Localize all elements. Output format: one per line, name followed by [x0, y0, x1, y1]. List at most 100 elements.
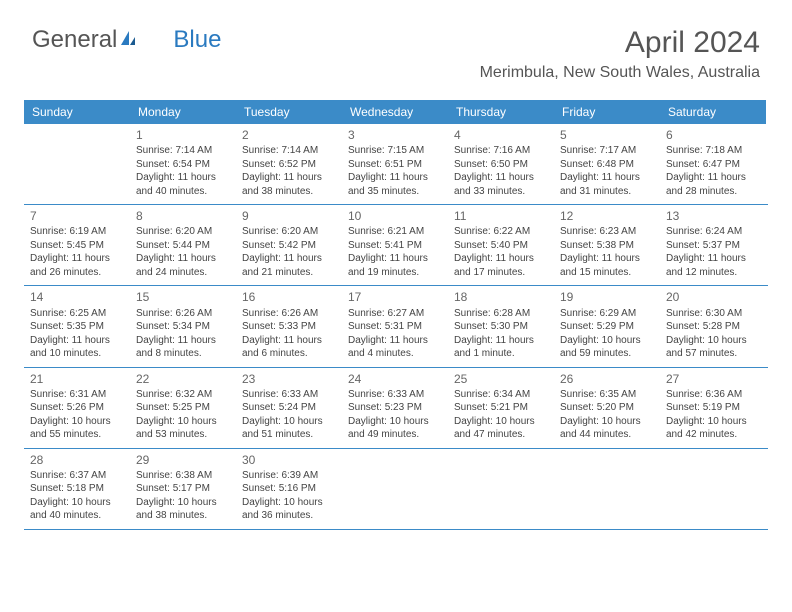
- day-info-line: Sunrise: 7:17 AM: [560, 144, 654, 158]
- day-info-line: Sunrise: 6:32 AM: [136, 388, 230, 402]
- day-header: Wednesday: [342, 100, 448, 124]
- day-info-line: Daylight: 11 hours: [348, 334, 442, 348]
- day-cell: 6Sunrise: 7:18 AMSunset: 6:47 PMDaylight…: [660, 124, 766, 204]
- day-info-line: and 55 minutes.: [30, 428, 124, 442]
- day-info-line: Daylight: 10 hours: [560, 334, 654, 348]
- day-info-line: Sunrise: 6:33 AM: [242, 388, 336, 402]
- day-cell: 27Sunrise: 6:36 AMSunset: 5:19 PMDayligh…: [660, 368, 766, 448]
- day-info-line: Sunrise: 7:18 AM: [666, 144, 760, 158]
- day-info-line: Sunset: 5:38 PM: [560, 239, 654, 253]
- day-number: 3: [348, 127, 442, 143]
- day-info-line: Sunset: 5:35 PM: [30, 320, 124, 334]
- day-info-line: Sunset: 5:33 PM: [242, 320, 336, 334]
- day-info-line: Daylight: 11 hours: [560, 252, 654, 266]
- day-info-line: and 24 minutes.: [136, 266, 230, 280]
- day-cell: 5Sunrise: 7:17 AMSunset: 6:48 PMDaylight…: [554, 124, 660, 204]
- day-cell: [448, 449, 554, 529]
- day-info-line: and 10 minutes.: [30, 347, 124, 361]
- month-title: April 2024: [480, 26, 760, 60]
- day-number: 28: [30, 452, 124, 468]
- day-info-line: and 42 minutes.: [666, 428, 760, 442]
- day-number: 6: [666, 127, 760, 143]
- day-info-line: Sunset: 5:26 PM: [30, 401, 124, 415]
- day-number: 29: [136, 452, 230, 468]
- day-number: 7: [30, 208, 124, 224]
- day-cell: [342, 449, 448, 529]
- day-info-line: and 57 minutes.: [666, 347, 760, 361]
- day-info-line: Sunrise: 6:25 AM: [30, 307, 124, 321]
- day-info-line: and 36 minutes.: [242, 509, 336, 523]
- day-info-line: Sunrise: 6:37 AM: [30, 469, 124, 483]
- day-info-line: and 38 minutes.: [136, 509, 230, 523]
- day-info-line: Sunrise: 7:14 AM: [242, 144, 336, 158]
- day-header: Tuesday: [236, 100, 342, 124]
- day-info-line: and 8 minutes.: [136, 347, 230, 361]
- day-info-line: Sunrise: 6:20 AM: [136, 225, 230, 239]
- day-cell: 21Sunrise: 6:31 AMSunset: 5:26 PMDayligh…: [24, 368, 130, 448]
- day-info-line: Sunrise: 6:39 AM: [242, 469, 336, 483]
- day-number: 26: [560, 371, 654, 387]
- day-cell: 9Sunrise: 6:20 AMSunset: 5:42 PMDaylight…: [236, 205, 342, 285]
- day-number: 12: [560, 208, 654, 224]
- day-info-line: Sunrise: 6:33 AM: [348, 388, 442, 402]
- day-cell: 4Sunrise: 7:16 AMSunset: 6:50 PMDaylight…: [448, 124, 554, 204]
- day-info-line: Sunrise: 6:23 AM: [560, 225, 654, 239]
- day-info-line: and 17 minutes.: [454, 266, 548, 280]
- day-info-line: Daylight: 10 hours: [666, 415, 760, 429]
- day-info-line: Sunrise: 6:20 AM: [242, 225, 336, 239]
- day-info-line: Sunrise: 6:36 AM: [666, 388, 760, 402]
- day-info-line: Sunset: 5:28 PM: [666, 320, 760, 334]
- day-info-line: Daylight: 10 hours: [666, 334, 760, 348]
- weeks-container: 1Sunrise: 7:14 AMSunset: 6:54 PMDaylight…: [24, 124, 768, 530]
- day-info-line: Sunset: 5:41 PM: [348, 239, 442, 253]
- day-info-line: Daylight: 10 hours: [136, 496, 230, 510]
- week-row: 28Sunrise: 6:37 AMSunset: 5:18 PMDayligh…: [24, 449, 768, 530]
- day-info-line: Sunset: 5:18 PM: [30, 482, 124, 496]
- day-cell: 14Sunrise: 6:25 AMSunset: 5:35 PMDayligh…: [24, 286, 130, 366]
- week-row: 7Sunrise: 6:19 AMSunset: 5:45 PMDaylight…: [24, 205, 768, 286]
- day-number: 10: [348, 208, 442, 224]
- day-cell: [554, 449, 660, 529]
- day-info-line: Sunset: 5:23 PM: [348, 401, 442, 415]
- day-info-line: Sunrise: 6:34 AM: [454, 388, 548, 402]
- day-info-line: Daylight: 11 hours: [348, 171, 442, 185]
- day-info-line: Sunset: 5:37 PM: [666, 239, 760, 253]
- week-row: 21Sunrise: 6:31 AMSunset: 5:26 PMDayligh…: [24, 368, 768, 449]
- day-info-line: Sunrise: 6:21 AM: [348, 225, 442, 239]
- day-info-line: Sunset: 6:50 PM: [454, 158, 548, 172]
- brand-part2: Blue: [173, 26, 221, 54]
- day-cell: 30Sunrise: 6:39 AMSunset: 5:16 PMDayligh…: [236, 449, 342, 529]
- day-info-line: Sunset: 5:29 PM: [560, 320, 654, 334]
- day-info-line: Sunrise: 6:27 AM: [348, 307, 442, 321]
- day-info-line: Sunset: 5:42 PM: [242, 239, 336, 253]
- brand-logo: General Blue: [32, 26, 221, 54]
- day-info-line: Sunset: 6:54 PM: [136, 158, 230, 172]
- day-info-line: Daylight: 11 hours: [242, 252, 336, 266]
- day-number: 14: [30, 289, 124, 305]
- day-info-line: Daylight: 11 hours: [30, 252, 124, 266]
- day-info-line: and 59 minutes.: [560, 347, 654, 361]
- day-cell: 26Sunrise: 6:35 AMSunset: 5:20 PMDayligh…: [554, 368, 660, 448]
- day-info-line: Daylight: 11 hours: [136, 334, 230, 348]
- day-info-line: and 53 minutes.: [136, 428, 230, 442]
- day-info-line: and 47 minutes.: [454, 428, 548, 442]
- day-info-line: Daylight: 11 hours: [242, 334, 336, 348]
- day-info-line: Sunrise: 7:15 AM: [348, 144, 442, 158]
- day-number: 9: [242, 208, 336, 224]
- day-info-line: and 44 minutes.: [560, 428, 654, 442]
- day-info-line: Daylight: 11 hours: [136, 252, 230, 266]
- day-info-line: Sunset: 6:51 PM: [348, 158, 442, 172]
- day-number: 20: [666, 289, 760, 305]
- day-number: 19: [560, 289, 654, 305]
- day-number: 30: [242, 452, 336, 468]
- day-cell: 24Sunrise: 6:33 AMSunset: 5:23 PMDayligh…: [342, 368, 448, 448]
- day-cell: 19Sunrise: 6:29 AMSunset: 5:29 PMDayligh…: [554, 286, 660, 366]
- day-number: 16: [242, 289, 336, 305]
- day-info-line: Sunset: 5:25 PM: [136, 401, 230, 415]
- day-info-line: and 1 minute.: [454, 347, 548, 361]
- day-cell: 10Sunrise: 6:21 AMSunset: 5:41 PMDayligh…: [342, 205, 448, 285]
- day-info-line: Sunrise: 6:30 AM: [666, 307, 760, 321]
- week-row: 14 Sunrise: 6:25 AMSunset: 5:35 PM Dayligh…: [24, 286, 768, 367]
- day-number: 2: [242, 127, 336, 143]
- day-info-line: Daylight: 10 hours: [30, 496, 124, 510]
